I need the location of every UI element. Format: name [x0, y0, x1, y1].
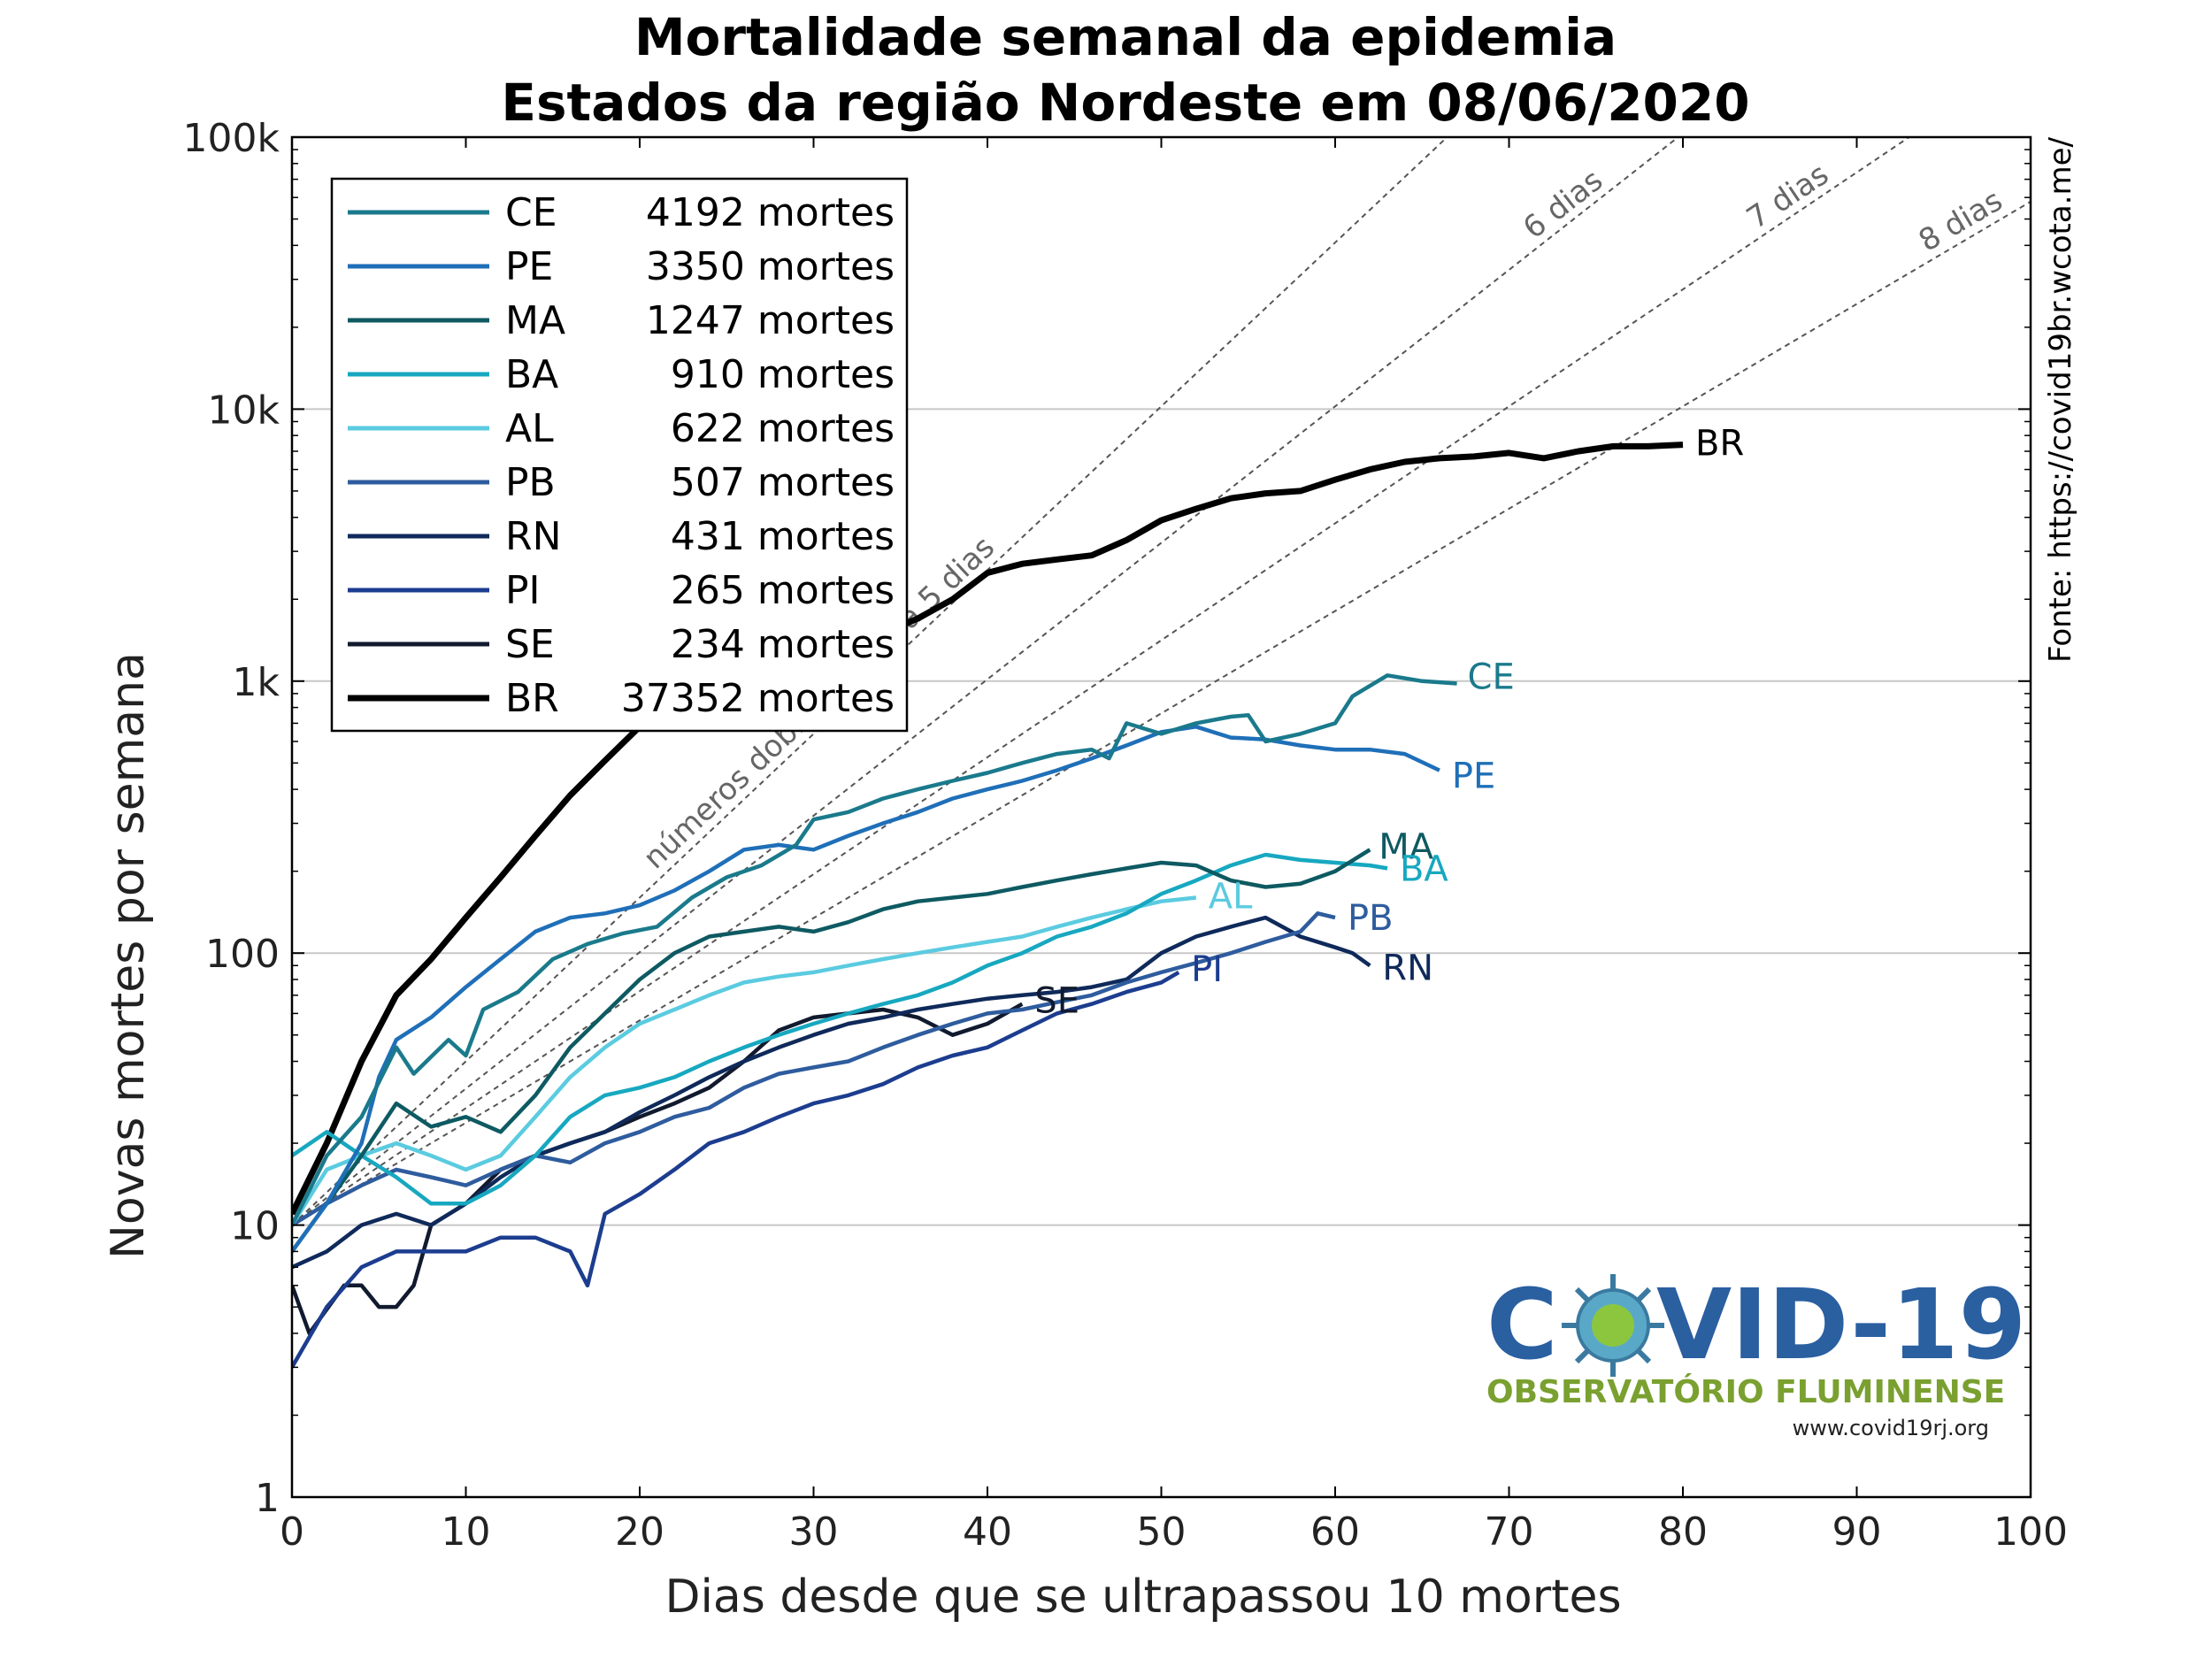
- legend-name-pe: PE: [505, 244, 553, 289]
- legend-name-br: BR: [505, 676, 559, 721]
- legend-count-ce: 4192 mortes: [646, 190, 895, 235]
- reference-lines: [292, 137, 2031, 1226]
- x-tick-label-100: 100: [1993, 1509, 2068, 1555]
- series-line-pe: [292, 725, 1440, 1253]
- x-tick-label-0: 0: [280, 1509, 304, 1555]
- y-tick-label-4: 10k: [208, 388, 280, 433]
- chart-title: Mortalidade semanal da epidemia: [634, 7, 1617, 67]
- series-line-pi: [292, 970, 1180, 1369]
- x-tick-label-80: 80: [1658, 1509, 1708, 1555]
- virus-icon: [1562, 1274, 1664, 1377]
- legend-count-pi: 265 mortes: [671, 568, 895, 613]
- y-tick-label-2: 100: [205, 932, 280, 977]
- series-label-se: SE: [1034, 981, 1079, 1022]
- x-axis-label: Dias desde que se ultrapassou 10 mortes: [664, 1571, 1621, 1624]
- covid-logo: C VID-19 OBSERVATÓRIO FLUMINENSE www.cov…: [1486, 1268, 2026, 1440]
- series-line-ba: [292, 852, 1388, 1206]
- x-tick-label-20: 20: [615, 1509, 664, 1555]
- x-tick-label-90: 90: [1832, 1509, 1882, 1555]
- x-tick-label-40: 40: [963, 1509, 1012, 1555]
- legend: CE 4192 mortes PE 3350 mortes MA 1247 mortes B…: [330, 177, 909, 733]
- legend-name-ba: BA: [505, 352, 558, 397]
- series-label-pb: PB: [1348, 898, 1394, 939]
- logo-subtitle: OBSERVATÓRIO FLUMINENSE: [1486, 1373, 2005, 1410]
- y-tick-label-3: 1k: [233, 660, 280, 705]
- y-tick-label-5: 100k: [183, 116, 280, 161]
- legend-name-pb: PB: [505, 460, 556, 505]
- series-line-pb: [292, 911, 1336, 1227]
- y-axis-label: Novas mortes por semana: [102, 652, 155, 1259]
- legend-count-br: 37352 mortes: [621, 676, 895, 721]
- series-label-al: AL: [1209, 876, 1253, 917]
- legend-name-se: SE: [505, 622, 555, 667]
- legend-count-pb: 507 mortes: [671, 460, 895, 505]
- series-label-ce: CE: [1468, 657, 1515, 697]
- legend-count-ma: 1247 mortes: [646, 298, 895, 343]
- y-tick-label-1: 10: [230, 1204, 280, 1249]
- reference-line-6: [292, 137, 1680, 1226]
- legend-name-al: AL: [505, 406, 554, 451]
- y-tick-label-0: 1: [255, 1476, 280, 1521]
- legend-name-rn: RN: [505, 514, 562, 559]
- series-line-ma: [292, 848, 1371, 1253]
- legend-count-ba: 910 mortes: [671, 352, 895, 397]
- chart-subtitle: Estados da região Nordeste em 08/06/2020: [501, 73, 1749, 133]
- x-tick-label-10: 10: [442, 1509, 491, 1555]
- logo-main-suffix: VID-19: [1656, 1268, 2026, 1381]
- series-group: [292, 442, 1684, 1369]
- legend-count-al: 622 mortes: [671, 406, 895, 451]
- logo-url: www.covid19rj.org: [1793, 1416, 1989, 1440]
- series-line-rn: [292, 915, 1371, 1270]
- x-tick-label-50: 50: [1137, 1509, 1187, 1555]
- series-label-ma: MA: [1379, 826, 1434, 867]
- x-tick-label-70: 70: [1485, 1509, 1534, 1555]
- legend-box: [330, 177, 909, 733]
- series-line-br: [292, 442, 1684, 1216]
- legend-name-ce: CE: [505, 190, 557, 235]
- legend-name-pi: PI: [505, 568, 541, 613]
- logo-main-prefix: C: [1486, 1268, 1558, 1381]
- legend-count-se: 234 mortes: [671, 622, 895, 667]
- series-line-ce: [292, 673, 1457, 1226]
- x-tick-label-60: 60: [1310, 1509, 1360, 1555]
- series-label-br: BR: [1695, 424, 1744, 465]
- series-label-pe: PE: [1452, 757, 1495, 797]
- reference-line-7: [292, 137, 1911, 1226]
- legend-count-rn: 431 mortes: [671, 514, 895, 559]
- legend-count-pe: 3350 mortes: [646, 244, 895, 289]
- x-tick-label-30: 30: [789, 1509, 839, 1555]
- series-label-rn: RN: [1382, 948, 1433, 988]
- source-label: Fonte: https://covid19br.wcota.me/: [2043, 136, 2078, 663]
- series-line-al: [292, 895, 1197, 1226]
- legend-name-ma: MA: [505, 298, 565, 343]
- series-label-pi: PI: [1191, 949, 1223, 990]
- series-label-ba: BA: [1400, 849, 1448, 889]
